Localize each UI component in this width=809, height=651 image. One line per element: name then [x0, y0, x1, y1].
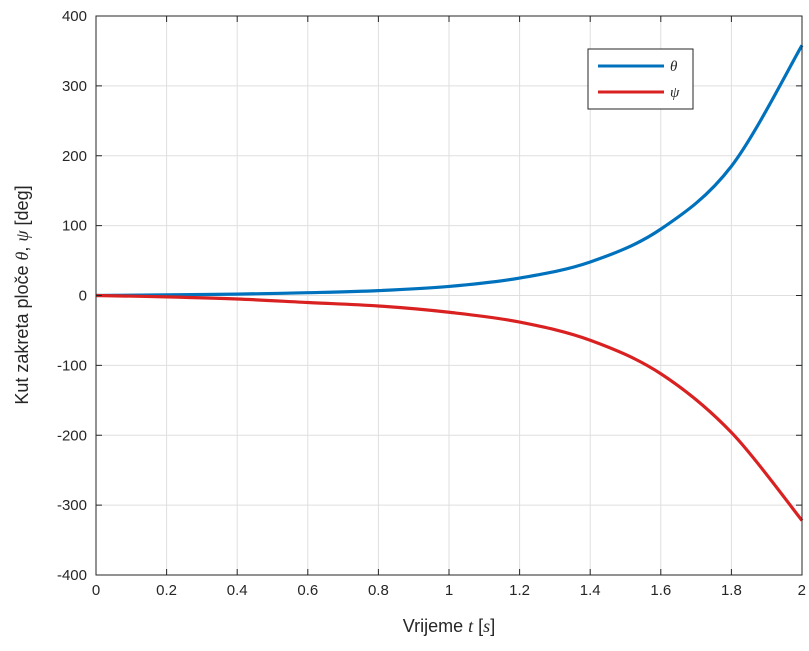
legend-box	[587, 48, 694, 110]
y-axis-label: Kut zakreta ploče θ, ψ [deg]	[12, 185, 32, 404]
x-tick-label: 1.8	[721, 582, 742, 599]
y-tick-label: 0	[79, 288, 87, 305]
y-tick-label: -400	[57, 567, 87, 584]
y-tick-label: 100	[62, 218, 87, 235]
x-tick-label: 0.2	[156, 582, 177, 599]
legend: θ ψ	[587, 48, 694, 110]
x-tick-label: 0.6	[297, 582, 318, 599]
y-tick-label: 400	[62, 8, 87, 25]
y-tick-label: 200	[62, 148, 87, 165]
x-tick-label: 0.4	[227, 582, 248, 599]
series-line-psi	[95, 293, 804, 522]
x-tick-label: 0.8	[368, 582, 389, 599]
series-line-theta	[95, 44, 804, 298]
y-tick-label: -300	[57, 497, 87, 514]
x-tick-label: 1.2	[509, 582, 530, 599]
y-tick-label: -100	[57, 357, 87, 374]
legend-label-theta: θ	[670, 59, 678, 75]
legend-label-psi: ψ	[670, 85, 680, 101]
y-tick-label: 300	[62, 78, 87, 95]
x-tick-label: 2	[798, 582, 806, 599]
x-tick-label: 1.6	[650, 582, 671, 599]
x-tick-label: 1.4	[580, 582, 601, 599]
y-tick-label: -200	[57, 427, 87, 444]
x-axis-label: Vrijeme t [s]	[403, 616, 495, 636]
axis-ticks: 0 0.2 0.4 0.6 0.8 1 1.2 1.4 1.6 1.8 2 -400 -300 -200 -…	[57, 8, 806, 599]
x-tick-label: 1	[445, 582, 453, 599]
x-tick-label: 0	[92, 582, 100, 599]
series-lines	[95, 44, 804, 522]
